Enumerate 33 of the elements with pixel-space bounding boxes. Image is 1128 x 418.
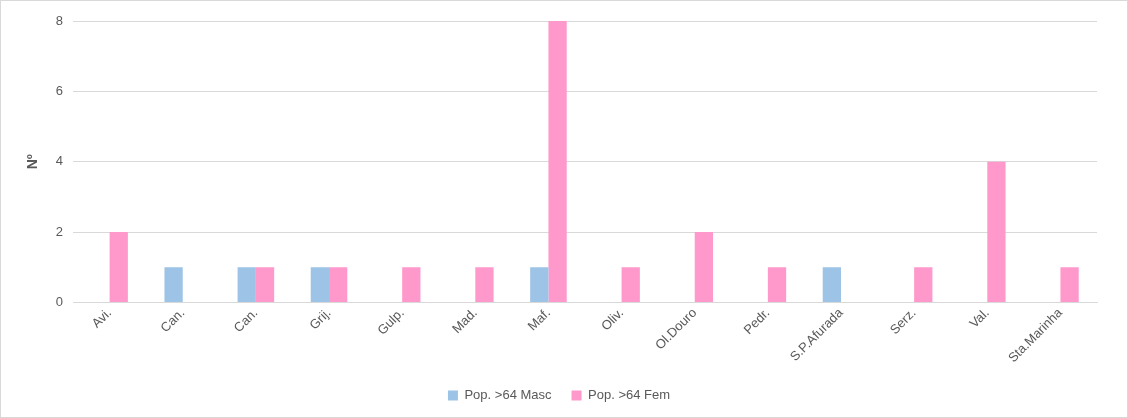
x-tick-label: Can. [230, 304, 261, 335]
bar [1060, 267, 1079, 302]
y-axis-title: Nº [24, 154, 41, 170]
y-tick-label: 6 [55, 82, 64, 98]
bar [402, 267, 421, 302]
bar [164, 267, 183, 302]
bar [310, 267, 330, 302]
x-tick-label: Avi. [88, 304, 115, 331]
bar [548, 21, 567, 302]
x-tick-label: Can. [157, 304, 188, 335]
bar [914, 267, 933, 302]
bar [530, 267, 549, 302]
bar [621, 267, 640, 302]
x-tick-label: Oliv. [597, 304, 627, 334]
x-tick-label: Maf. [524, 304, 554, 334]
x-tick-label: Val. [966, 304, 992, 331]
legend-label: Pop. >64 Masc [464, 387, 553, 403]
y-tick-label: 4 [55, 153, 64, 169]
bar [109, 232, 128, 302]
bar [767, 267, 787, 302]
bar [694, 232, 714, 302]
y-tick-label: 0 [55, 293, 64, 309]
y-tick-label: 2 [55, 223, 64, 239]
bar [255, 267, 275, 302]
y-tick-label: 8 [55, 12, 64, 28]
legend-label: Pop. >64 Fem [588, 387, 671, 403]
bar [237, 267, 256, 302]
bar [475, 267, 494, 302]
x-tick-label: Gulp. [374, 304, 407, 338]
x-tick-label: Grij. [306, 304, 334, 333]
bar [329, 267, 348, 302]
bar [822, 267, 842, 302]
bar [987, 161, 1006, 302]
